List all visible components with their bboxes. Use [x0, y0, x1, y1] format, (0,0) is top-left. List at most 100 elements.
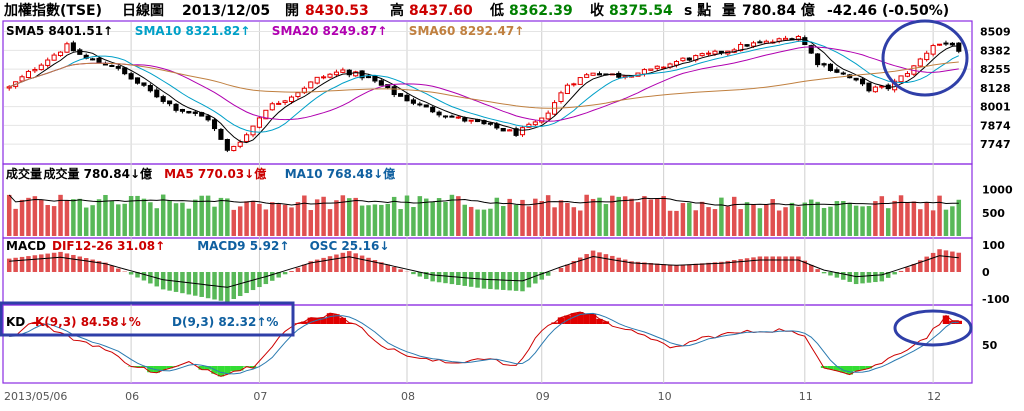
volume-bar [456, 196, 461, 236]
macd-bar [738, 259, 743, 272]
macd-bar [725, 260, 731, 272]
volume-bar [738, 209, 743, 236]
volume-bar [116, 204, 121, 236]
volume-bar [507, 198, 512, 236]
volume-bar [776, 210, 782, 236]
candle-body [673, 61, 680, 66]
macd-bar [930, 252, 936, 272]
macd-bar [853, 272, 859, 285]
volume-bar [930, 210, 936, 236]
volume-bar [417, 196, 423, 236]
volume-bar [956, 199, 962, 236]
highlight-box-kd-legend [0, 301, 295, 337]
kd-overbought-fill [313, 318, 321, 324]
macd-bar [565, 264, 570, 272]
volume-bar [725, 206, 731, 236]
volume-bar [622, 196, 628, 236]
volume-bar [892, 200, 897, 236]
volume-bar [83, 207, 89, 236]
axis-ticks: 850983828255812880017874774710005001000-… [4, 26, 1013, 403]
macd-bar [321, 257, 326, 272]
macd-bar [821, 272, 827, 274]
macd-bar [347, 251, 352, 272]
macd-bar [314, 259, 320, 272]
candle-body [359, 70, 365, 79]
macd-bar [764, 256, 769, 272]
candle-body [584, 74, 590, 78]
kd-oversold-fill [224, 366, 231, 375]
volume-bar [552, 207, 557, 236]
kd-overbought-fill [942, 315, 950, 324]
macd-bar [590, 250, 596, 272]
candle-body [949, 42, 955, 46]
macd-bar [436, 272, 442, 283]
macd-bar [629, 261, 634, 272]
macd-bar [911, 263, 917, 272]
volume-bar [148, 202, 153, 236]
legend-entry: D(9,3) 82.32↑% [172, 315, 278, 329]
candle-body [237, 141, 243, 147]
candle-body [417, 103, 423, 106]
volume-bar [340, 195, 346, 236]
candle-body [224, 139, 230, 151]
candle-body [795, 35, 801, 41]
volume-bar [167, 200, 172, 236]
macd-bar [51, 252, 57, 272]
volume-bar [302, 195, 307, 236]
macd-bar [918, 260, 923, 272]
volume-bar [436, 198, 442, 236]
candle-body [500, 127, 506, 132]
volume-bar [911, 201, 917, 236]
volume-bar [404, 195, 410, 236]
period-label: 日線圖 [122, 2, 164, 19]
kd-panel-frame [2, 304, 973, 384]
candle-body [808, 45, 814, 54]
candle-body [513, 128, 519, 136]
kd-oversold-fill [827, 366, 834, 370]
candle-body [532, 121, 538, 126]
k-line [9, 311, 959, 377]
candle-body [301, 87, 307, 94]
macd-bar [828, 272, 833, 276]
macd-bar [160, 272, 166, 290]
candle-body [96, 57, 102, 63]
candle-body [936, 43, 943, 46]
volume-bar [796, 206, 801, 236]
volume-bar [71, 199, 76, 236]
candle-body [468, 119, 474, 122]
macd-bar [687, 264, 692, 272]
volume-bar [687, 202, 692, 236]
candle-body [250, 125, 256, 136]
unit-label: s 點 [684, 2, 711, 19]
volume-bar [821, 208, 827, 236]
macd-bar [898, 270, 904, 272]
macd-bar [481, 272, 487, 289]
volume-bar [237, 206, 243, 236]
macd-bar [385, 264, 391, 272]
macd-bar [180, 272, 185, 294]
volume-bar [905, 201, 910, 236]
candle-body [783, 37, 789, 41]
price-tick-label: 8255 [980, 63, 1011, 76]
volume-bar [398, 209, 403, 236]
price-candles [6, 34, 962, 153]
volume-bar [19, 199, 25, 236]
macd-bar [545, 272, 551, 276]
volume-bar [347, 198, 352, 236]
candle-body [641, 69, 647, 75]
macd-bar [276, 272, 281, 278]
candle-body [821, 63, 827, 66]
kd-overbought-fill [339, 317, 347, 324]
macd-bar [661, 264, 666, 272]
kd-oversold-fill [140, 366, 148, 368]
kd-oversold-fill [840, 366, 847, 373]
macd-bar [282, 272, 288, 275]
kd-oversold-fill [134, 366, 141, 368]
candle-body [57, 51, 64, 57]
volume-bar [674, 210, 679, 236]
legend-entry: OSC 25.16↓ [310, 239, 390, 253]
legend-entry: MACD9 5.92↑ [197, 239, 289, 253]
price-tick-label: 8382 [980, 44, 1011, 57]
volume-tick-label: 1000 [982, 184, 1013, 197]
volume-bar [680, 203, 686, 236]
